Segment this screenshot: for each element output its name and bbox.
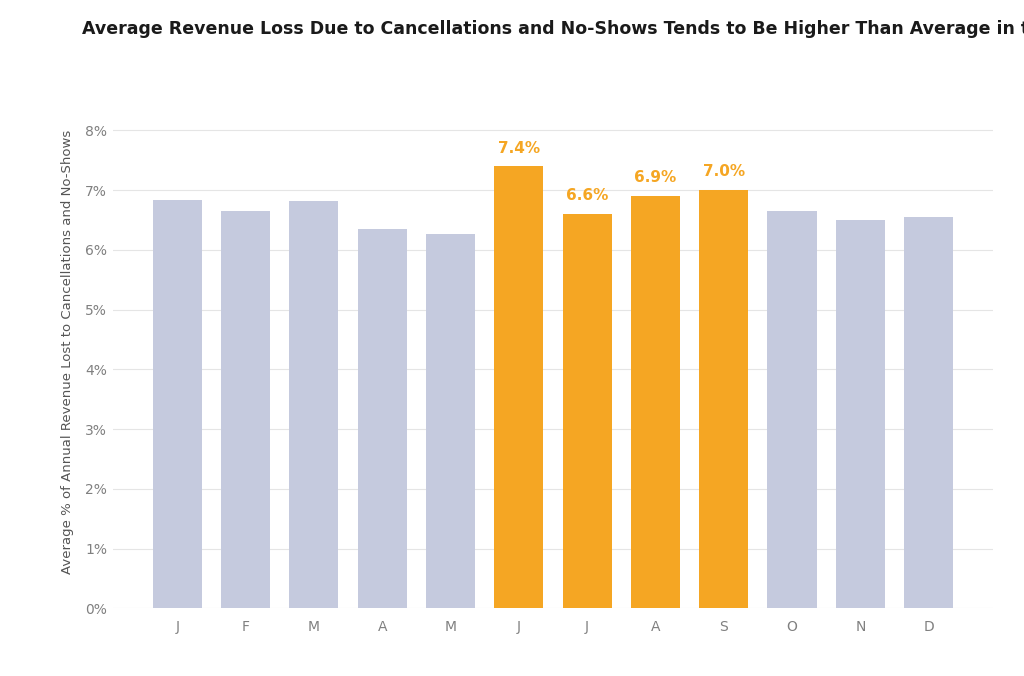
Bar	[904, 217, 953, 608]
Bar	[495, 166, 544, 608]
Bar	[836, 220, 885, 608]
Bar	[357, 229, 407, 608]
Y-axis label: Average % of Annual Revenue Lost to Cancellations and No-Shows: Average % of Annual Revenue Lost to Canc…	[61, 129, 74, 574]
Bar	[699, 190, 749, 608]
Bar	[767, 211, 816, 608]
Bar	[221, 211, 270, 608]
Text: 7.4%: 7.4%	[498, 141, 540, 155]
Text: 6.9%: 6.9%	[634, 170, 677, 185]
Bar	[631, 196, 680, 608]
Bar	[426, 234, 475, 608]
Bar	[290, 201, 339, 608]
Bar	[562, 214, 611, 608]
Text: 7.0%: 7.0%	[702, 164, 744, 179]
Bar	[153, 200, 202, 608]
Text: Average Revenue Loss Due to Cancellations and No-Shows Tends to Be Higher Than A: Average Revenue Loss Due to Cancellation…	[82, 20, 1024, 39]
Text: 6.6%: 6.6%	[566, 189, 608, 203]
